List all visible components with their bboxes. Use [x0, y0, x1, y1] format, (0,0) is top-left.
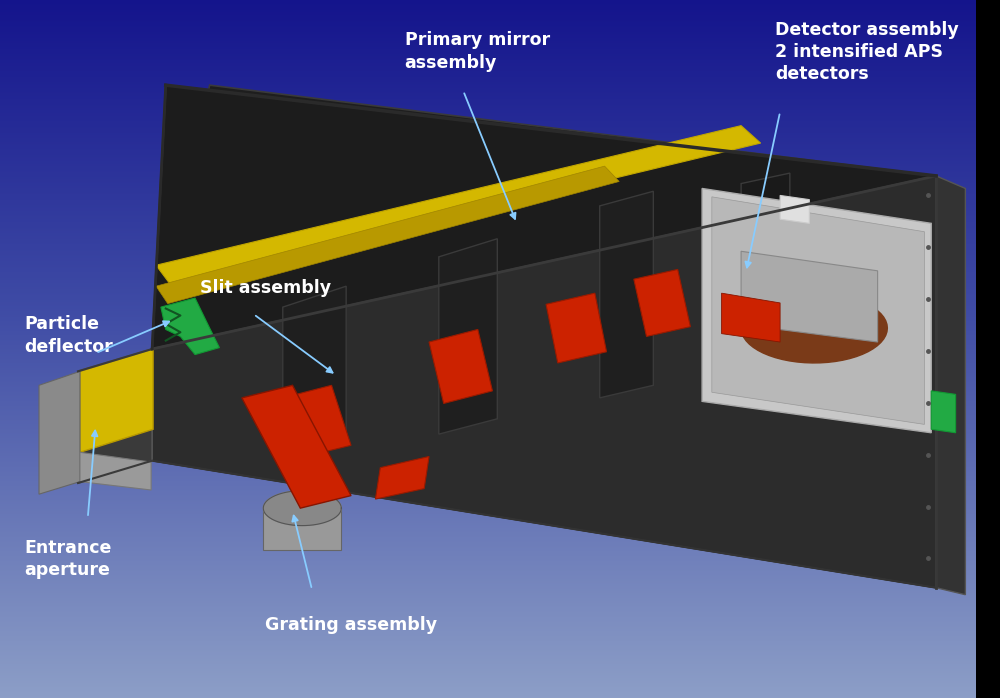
Text: Entrance
aperture: Entrance aperture [24, 539, 112, 579]
Polygon shape [702, 188, 931, 433]
Polygon shape [600, 191, 653, 398]
Polygon shape [546, 293, 607, 363]
Polygon shape [80, 452, 151, 490]
Text: Grating assembly: Grating assembly [265, 616, 437, 634]
Polygon shape [152, 176, 936, 588]
Text: Detector assembly
2 intensified APS
detectors: Detector assembly 2 intensified APS dete… [775, 21, 959, 83]
Polygon shape [78, 349, 152, 483]
Polygon shape [741, 293, 887, 363]
Polygon shape [741, 251, 878, 342]
Polygon shape [439, 239, 497, 434]
Polygon shape [152, 85, 936, 349]
Polygon shape [152, 85, 936, 349]
Polygon shape [80, 349, 153, 452]
Polygon shape [931, 391, 956, 433]
Polygon shape [634, 269, 690, 336]
Polygon shape [283, 385, 351, 457]
Text: Particle
deflector: Particle deflector [24, 315, 113, 356]
Polygon shape [429, 329, 492, 403]
Polygon shape [936, 176, 965, 595]
Polygon shape [375, 456, 429, 499]
Polygon shape [156, 166, 619, 304]
Text: Slit assembly: Slit assembly [200, 279, 331, 297]
Polygon shape [712, 197, 924, 424]
Polygon shape [263, 491, 341, 526]
Polygon shape [156, 126, 761, 285]
Polygon shape [263, 508, 341, 550]
Polygon shape [780, 195, 809, 223]
Polygon shape [283, 286, 346, 461]
Polygon shape [161, 298, 219, 355]
Polygon shape [242, 385, 351, 508]
Polygon shape [741, 173, 790, 377]
Polygon shape [722, 293, 780, 342]
Polygon shape [39, 371, 80, 494]
Text: Primary mirror
assembly: Primary mirror assembly [405, 31, 550, 72]
Polygon shape [152, 176, 936, 588]
